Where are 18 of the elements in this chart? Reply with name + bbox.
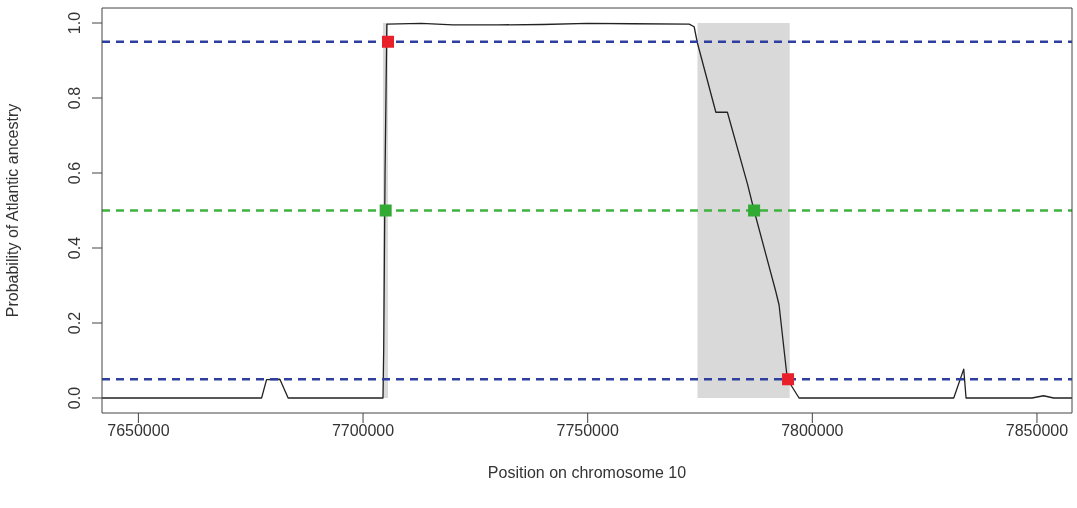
line-series <box>102 22 1072 399</box>
point <box>382 35 395 48</box>
x-tick-label: 7800000 <box>781 422 844 440</box>
y-tick-label: 0.6 <box>66 161 83 185</box>
x-tick-label: 7850000 <box>1005 422 1069 440</box>
x-axis-title: Position on chromosome 10 <box>487 464 687 481</box>
y-axis-title: Probability of Atlantic ancestry <box>3 103 21 318</box>
y-tick-label: 0.0 <box>66 386 83 410</box>
y-tick-label: 0.8 <box>66 86 83 110</box>
x-tick-label: 7750000 <box>556 422 619 440</box>
point <box>748 204 761 217</box>
y-tick-label: 1.0 <box>66 11 83 35</box>
x-tick-label: 7650000 <box>107 422 170 440</box>
point <box>379 204 392 217</box>
point <box>782 373 795 386</box>
y-tick-label: 0.2 <box>66 311 83 335</box>
y-tick-label: 0.4 <box>66 236 83 260</box>
x-tick-label: 7700000 <box>331 422 395 440</box>
